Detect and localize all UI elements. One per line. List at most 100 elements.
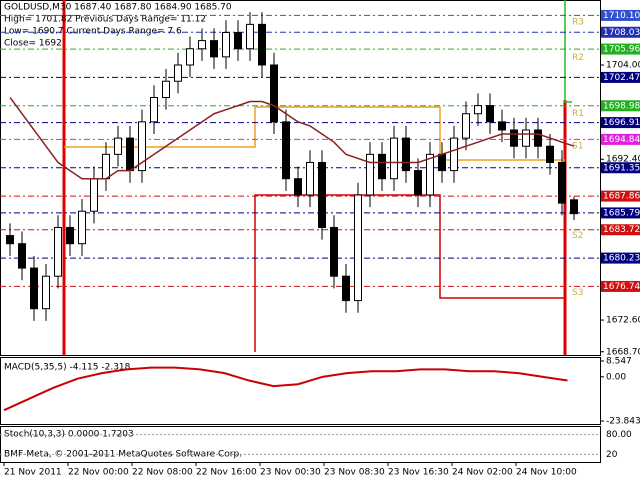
candle-body <box>378 153 386 180</box>
candle-body <box>306 161 314 196</box>
candle-body <box>30 267 38 310</box>
time-label: 23 Nov 16:30 <box>388 468 449 478</box>
header: Low= 1690.7 Current Days Range= 7.6 <box>4 27 182 37</box>
level-tag <box>601 190 640 202</box>
candle-body <box>114 137 122 155</box>
level-label: 1708.03 <box>603 28 640 38</box>
level-tag <box>601 252 640 264</box>
candle-body <box>150 96 158 123</box>
level-tag <box>601 224 640 236</box>
candle-body <box>414 170 422 196</box>
level-label: 1687.86 <box>603 192 640 202</box>
candle-body <box>558 161 566 204</box>
header: High= 1701.82 Previous Days Range= 11.12 <box>4 15 206 25</box>
candle-body <box>390 137 398 180</box>
candle-body <box>474 105 482 115</box>
candle-body <box>174 64 182 82</box>
level-label: 1696.91 <box>603 118 640 128</box>
level-tag <box>601 26 640 38</box>
macd-tick-label: 0.00 <box>606 372 626 382</box>
time-label: 23 Nov 08:30 <box>324 468 385 478</box>
macd-tick-label: -23.843 <box>606 417 640 427</box>
candle-body <box>486 105 494 123</box>
candle-body <box>222 31 230 58</box>
range-box <box>564 0 572 103</box>
level-tag <box>601 280 640 292</box>
header: GOLDUSD,M30 1687.40 1687.80 1684.90 1685… <box>4 3 232 13</box>
candle-body <box>282 121 290 180</box>
candle-body <box>6 235 14 245</box>
main-frame <box>0 0 601 356</box>
candle-body <box>510 129 518 147</box>
level-tag <box>601 207 640 219</box>
candle-body <box>498 121 506 131</box>
y-tick-label: 1672.60 <box>606 316 640 326</box>
candle-body <box>546 145 554 163</box>
candle-body <box>210 40 218 58</box>
macd-frame <box>0 357 601 425</box>
pivot-label: R1 <box>572 109 584 119</box>
candle-body <box>438 153 446 172</box>
candle-body <box>186 48 194 66</box>
level-tag <box>601 9 640 21</box>
moving-average <box>9 97 575 180</box>
candle-body <box>366 153 374 196</box>
candle-body <box>354 194 362 302</box>
candle-body <box>126 137 134 172</box>
candle-body <box>90 178 98 212</box>
candle-body <box>270 64 278 123</box>
level-label: 1698.98 <box>603 101 640 111</box>
level-tag <box>601 117 640 129</box>
candle-body <box>462 113 470 139</box>
pivot-label: R3 <box>572 17 584 27</box>
level-label: 1683.72 <box>603 225 640 235</box>
time-label: 22 Nov 08:00 <box>132 468 193 478</box>
time-label: 24 Nov 10:00 <box>516 468 577 478</box>
candle-body <box>534 129 542 147</box>
candle-body <box>78 210 86 245</box>
candle-body <box>246 23 254 50</box>
pivot-label: S2 <box>572 231 583 241</box>
candle-body <box>330 226 338 277</box>
candle-body <box>234 31 242 50</box>
level-label: 1702.47 <box>603 73 640 83</box>
candle-body <box>198 40 206 50</box>
candle-body <box>18 243 26 269</box>
pivot-label: S1 <box>572 142 583 152</box>
range-box <box>64 106 565 161</box>
level-label: 1685.79 <box>603 208 640 218</box>
time-label: 22 Nov 16:00 <box>196 468 257 478</box>
level-label: 1680.23 <box>603 254 640 264</box>
candle-body <box>294 178 302 196</box>
stoch-tick-label: 80.00 <box>606 430 632 440</box>
level-tag <box>601 43 640 55</box>
level-tag <box>601 71 640 83</box>
candle-body <box>42 275 50 310</box>
time-label: 22 Nov 00:00 <box>68 468 129 478</box>
range-box <box>254 194 565 352</box>
level-label: 1676.74 <box>603 282 640 292</box>
candle-body <box>258 23 266 66</box>
y-tick-label: 1704.00 <box>606 60 640 70</box>
level-tag <box>601 162 640 174</box>
pivot-label: S3 <box>572 288 583 298</box>
time-label: 23 Nov 00:30 <box>260 468 321 478</box>
candle-body <box>54 226 62 277</box>
level-label: 1694.84 <box>603 135 640 145</box>
y-tick-label: 1692.40 <box>606 155 640 165</box>
time-label: 24 Nov 02:00 <box>452 468 513 478</box>
candle-body <box>342 275 350 302</box>
level-tag <box>601 133 640 145</box>
macd-tick-label: 8.547 <box>606 357 632 367</box>
y-tick-label: 1668.70 <box>606 347 640 357</box>
stoch-frame <box>0 426 601 463</box>
candle-body <box>162 80 170 98</box>
candle-body <box>138 121 146 172</box>
candle-body <box>318 161 326 228</box>
macd-line <box>3 366 568 412</box>
stoch-tick-label: 20 <box>606 450 618 460</box>
candle-body <box>450 137 458 172</box>
level-tag <box>601 100 640 112</box>
level-label: 1691.35 <box>603 163 640 173</box>
